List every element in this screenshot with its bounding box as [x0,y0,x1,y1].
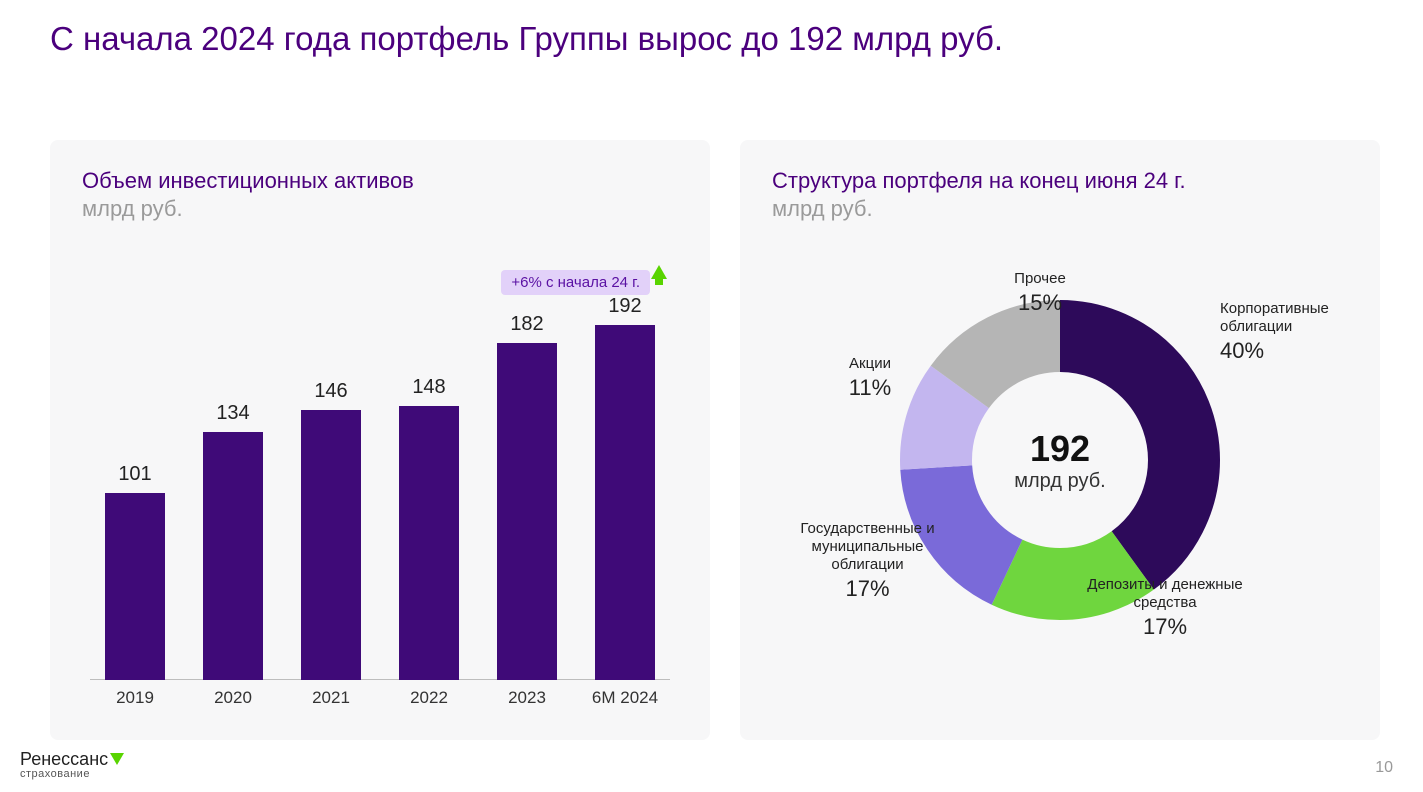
page-number: 10 [1375,759,1393,777]
bar-category: 2020 [197,688,269,708]
bar-category: 6M 2024 [589,688,661,708]
bar-baseline [90,679,670,680]
panel-subtitle-right: млрд руб. [772,196,1348,222]
bar [595,325,655,680]
brand-subtext: страхование [20,768,124,780]
bar [203,432,263,680]
growth-arrow-icon [651,265,667,279]
donut-slice-label: Депозиты и денежные средства17% [1070,576,1260,640]
bar-value: 146 [301,380,361,403]
bar-category: 2023 [491,688,563,708]
bar-group: 1012019 [105,493,165,680]
panel-subtitle-left: млрд руб. [82,196,678,222]
panel-investment-assets: Объем инвестиционных активов млрд руб. +… [50,140,710,740]
bar-value: 101 [105,463,165,486]
donut-slice-label: Прочее 15% [990,270,1090,316]
bar-category: 2022 [393,688,465,708]
donut-slice-label: Корпоративные облигации40% [1220,300,1370,364]
bar-category: 2019 [99,688,171,708]
bar-group: 1482022 [399,406,459,680]
donut-slice-pct: 11% [830,375,910,401]
bar [399,406,459,680]
bar-value: 148 [399,376,459,399]
donut-slice-pct: 15% [990,290,1090,316]
growth-badge: +6% с начала 24 г. [501,270,650,295]
bar-group: 1822023 [497,343,557,680]
bar-group: 1342020 [203,432,263,680]
panel-portfolio-structure: Структура портфеля на конец июня 24 г. м… [740,140,1380,740]
bar-value: 134 [203,402,263,425]
bar [497,343,557,680]
donut-slice-name: Прочее [990,270,1090,288]
donut-slice-label: Государственные и муниципальные облигаци… [780,520,955,602]
bar-chart: +6% с начала 24 г. 101201913420201462021… [90,280,670,710]
bar-value: 192 [595,295,655,318]
bar [301,410,361,680]
bar-group: 1926M 2024 [595,325,655,680]
donut-slice-label: Акции 11% [830,355,910,401]
donut-slice-name: Депозиты и денежные средства [1070,576,1260,612]
bar-value: 182 [497,313,557,336]
bar-category: 2021 [295,688,367,708]
panel-title-left: Объем инвестиционных активов [82,168,678,194]
brand-logo: Ренессанс страхование [20,749,124,780]
bar-group: 1462021 [301,410,361,680]
growth-badge-text: +6% с начала 24 г. [511,274,640,291]
page-title: С начала 2024 года портфель Группы вырос… [50,20,1003,58]
panel-title-right: Структура портфеля на конец июня 24 г. [772,168,1348,194]
donut-slice-pct: 40% [1220,338,1370,364]
donut-slice-name: Акции [830,355,910,373]
donut-slice-pct: 17% [780,576,955,602]
brand-triangle-icon [110,753,124,765]
brand-name: Ренессанс [20,749,108,769]
donut-slice-name: Корпоративные облигации [1220,300,1370,336]
donut-slice-name: Государственные и муниципальные облигаци… [780,520,955,574]
donut-slice-pct: 17% [1070,614,1260,640]
bar [105,493,165,680]
